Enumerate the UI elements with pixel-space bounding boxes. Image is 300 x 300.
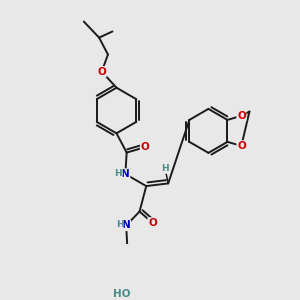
Text: O: O [148,218,157,228]
Text: O: O [237,111,246,121]
Text: H: H [116,220,123,229]
Text: H: H [115,169,122,178]
Text: O: O [140,142,149,152]
Text: N: N [121,169,130,179]
Text: O: O [98,67,106,77]
Text: N: N [122,220,130,230]
Text: HO: HO [113,290,131,299]
Text: O: O [237,141,246,151]
Text: H: H [161,164,169,173]
